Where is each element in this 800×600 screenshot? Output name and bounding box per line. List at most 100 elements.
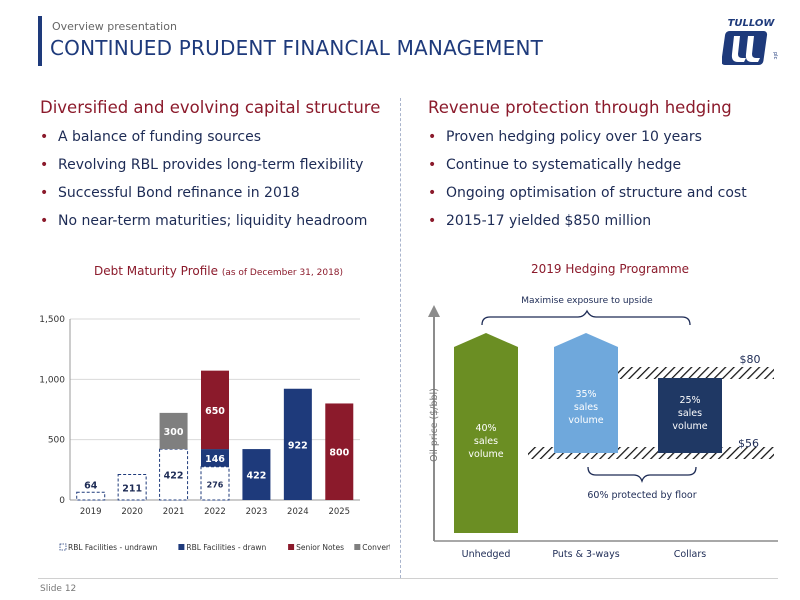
x-tick-label: 2024 xyxy=(287,507,309,517)
bar-segment xyxy=(159,412,188,450)
bullet-icon: • xyxy=(428,129,437,145)
floor-annotation: 60% protected by floor xyxy=(587,490,696,501)
capital-structure-list: • A balance of funding sources • Revolving… xyxy=(40,123,390,235)
hedging-section: Revenue protection through hedging • Prov… xyxy=(428,98,778,235)
y-tick-label: 0 xyxy=(59,496,65,506)
hedging-programme-chart: Oil price ($/bbl) Maximise exposure to up… xyxy=(428,296,778,560)
logo-suffix: plc xyxy=(772,52,778,60)
legend-label: RBL Facilities - undrawn xyxy=(68,543,158,552)
logo-mark-left xyxy=(731,36,746,62)
list-item: • Revolving RBL provides long-term flexib… xyxy=(40,151,390,179)
capital-structure-heading: Diversified and evolving capital structu… xyxy=(40,98,381,117)
list-item: • Successful Bond refinance in 2018 xyxy=(40,179,390,207)
list-item-text: Continue to systematically hedge xyxy=(446,157,682,173)
y-axis-label: Oil price ($/bbl) xyxy=(429,388,440,462)
bar-segment xyxy=(201,449,229,467)
bar-volume-label: 25% xyxy=(679,395,700,406)
hedge-bar xyxy=(554,333,618,453)
bar-volume-label: volume xyxy=(468,449,503,460)
bullet-icon: • xyxy=(428,213,437,229)
section-label: Overview presentation xyxy=(52,20,177,33)
bar-segment xyxy=(200,466,230,501)
y-tick-label: 1,500 xyxy=(39,315,65,325)
list-item-text: No near-term maturities; liquidity headr… xyxy=(58,213,368,229)
logo-wordmark: TULLOW xyxy=(728,18,776,29)
legend-label: Senior Notes xyxy=(296,543,344,552)
bar-segment xyxy=(242,449,271,500)
capital-structure-section: Diversified and evolving capital structu… xyxy=(40,98,390,235)
list-item: • 2015-17 yielded $850 million xyxy=(428,207,778,235)
bar-segment xyxy=(325,403,354,500)
logo-mark-right xyxy=(745,36,760,62)
x-tick-label: 2025 xyxy=(328,507,350,517)
bar-volume-label: volume xyxy=(568,415,603,426)
bar-volume-label: sales xyxy=(474,436,498,447)
list-item: • Continue to systematically hedge xyxy=(428,151,778,179)
hedging-list: • Proven hedging policy over 10 years • Co… xyxy=(428,123,778,235)
legend-swatch xyxy=(59,543,67,551)
list-item: • Ongoing optimisation of structure and c… xyxy=(428,179,778,207)
list-item-text: Proven hedging policy over 10 years xyxy=(446,129,702,145)
floor-bracket xyxy=(587,466,697,484)
data-label: 422 xyxy=(164,471,184,482)
bar-volume-label: 40% xyxy=(475,423,496,434)
data-label: 276 xyxy=(207,480,224,489)
x-tick-label: Unhedged xyxy=(462,549,511,560)
bar-segment xyxy=(283,388,312,500)
legend-label: RBL Facilities - drawn xyxy=(186,543,266,552)
list-item-text: Successful Bond refinance in 2018 xyxy=(58,185,300,201)
upside-bracket xyxy=(481,309,691,326)
upside-annotation: Maximise exposure to upside xyxy=(521,296,653,306)
debt-chart-subtitle: (as of December 31, 2018) xyxy=(221,268,344,278)
bar-segment xyxy=(159,448,189,501)
bar-volume-label: volume xyxy=(672,421,707,432)
legend-swatch xyxy=(354,544,361,550)
bar-volume-label: 35% xyxy=(575,389,596,400)
data-label: 800 xyxy=(329,448,349,459)
hedge-bar xyxy=(658,378,722,453)
x-tick-label: 2020 xyxy=(121,507,143,517)
legend-swatch xyxy=(178,544,185,550)
list-item: • Proven hedging policy over 10 years xyxy=(428,123,778,151)
bar-volume-label: sales xyxy=(678,408,702,419)
debt-chart-title-text: Debt Maturity Profile xyxy=(94,264,218,278)
column-divider xyxy=(400,98,401,578)
bullet-icon: • xyxy=(40,213,49,229)
bar-segment xyxy=(201,370,229,450)
data-label: 300 xyxy=(164,427,184,438)
debt-chart-title: Debt Maturity Profile (as of December 31… xyxy=(94,264,343,278)
x-tick-label: 2022 xyxy=(204,507,226,517)
x-tick-label: 2023 xyxy=(246,507,268,517)
data-label: 211 xyxy=(122,483,142,494)
data-label: 650 xyxy=(205,406,225,417)
page-title: CONTINUED PRUDENT FINANCIAL MANAGEMENT xyxy=(50,36,544,60)
hedging-heading: Revenue protection through hedging xyxy=(428,98,732,117)
data-label: 64 xyxy=(84,480,98,491)
list-item: • A balance of funding sources xyxy=(40,123,390,151)
ceiling-price-label: $80 xyxy=(740,353,761,366)
ceiling-hatch-band xyxy=(618,367,774,379)
bullet-icon: • xyxy=(40,157,49,173)
title-accent-bar xyxy=(38,16,42,66)
x-tick-label: 2021 xyxy=(163,507,185,517)
x-tick-label: 2019 xyxy=(80,507,102,517)
floor-price-label: $56 xyxy=(738,437,759,450)
legend-label: Convertible Bonds xyxy=(362,543,390,552)
list-item-text: Ongoing optimisation of structure and co… xyxy=(446,185,747,201)
footer-divider xyxy=(38,578,778,579)
tullow-logo: TULLOW plc xyxy=(722,18,778,65)
bullet-icon: • xyxy=(40,185,49,201)
hedging-chart-title: 2019 Hedging Programme xyxy=(531,262,690,276)
bullet-icon: • xyxy=(40,129,49,145)
debt-maturity-chart: 0 500 1,000 1,500 64 2019 211 2020 422 300 2021 276… xyxy=(39,315,390,552)
y-tick-label: 500 xyxy=(48,436,65,446)
bar-segment xyxy=(117,474,147,501)
hedge-bar xyxy=(454,333,518,533)
slide-number: Slide 12 xyxy=(40,584,77,594)
y-axis-arrow-icon xyxy=(428,305,440,317)
legend-swatch xyxy=(288,544,295,550)
bullet-icon: • xyxy=(428,157,437,173)
y-tick-label: 1,000 xyxy=(39,375,65,385)
list-item-text: 2015-17 yielded $850 million xyxy=(446,213,652,229)
list-item: • No near-term maturities; liquidity head… xyxy=(40,207,390,235)
